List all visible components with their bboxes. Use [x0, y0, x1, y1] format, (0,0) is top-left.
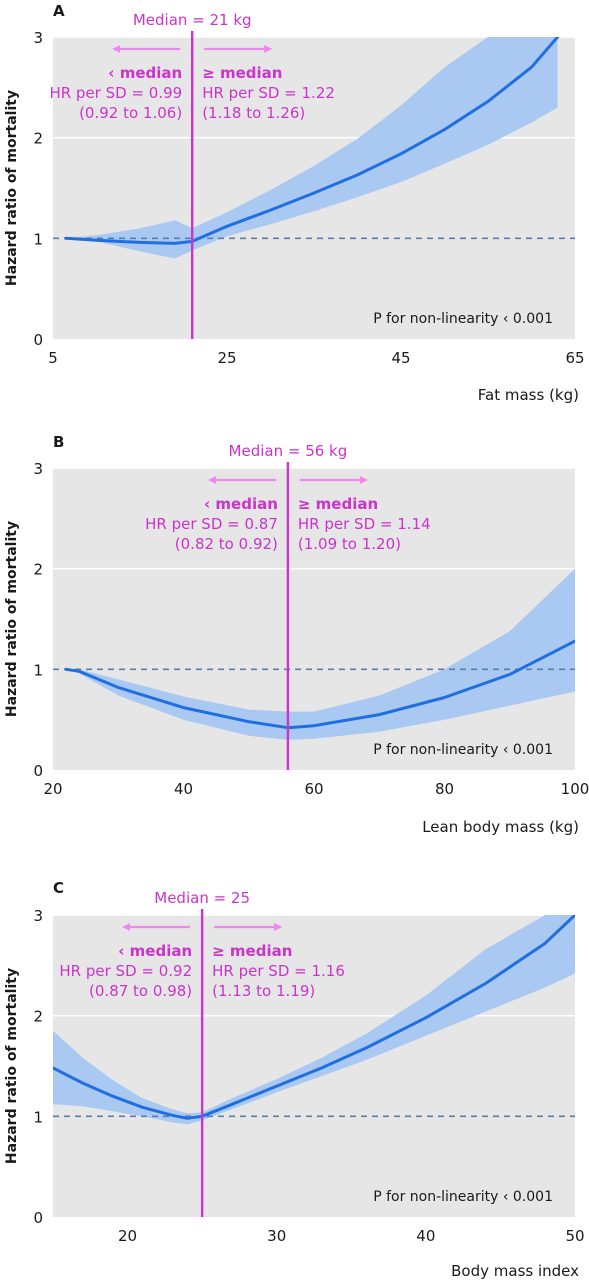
p-value-text: P for non-linearity ‹ 0.001: [373, 742, 553, 758]
y-tick-label: 0: [33, 1209, 43, 1227]
x-tick-label: 50: [565, 1227, 584, 1245]
y-tick-label: 1: [33, 661, 43, 679]
y-tick-label: 0: [33, 762, 43, 780]
left-hr: HR per SD = 0.92: [59, 962, 192, 980]
x-tick-label: 65: [565, 349, 584, 367]
y-axis-label: Hazard ratio of mortality: [4, 90, 20, 286]
y-tick-label: 1: [33, 1108, 43, 1126]
left-hr: HR per SD = 0.99: [49, 84, 182, 102]
x-tick-label: 5: [48, 349, 58, 367]
right-ci: (1.18 to 1.26): [202, 104, 305, 122]
panel-label: C: [53, 879, 64, 897]
x-tick-label: 100: [561, 780, 589, 798]
left-title: ‹ median: [108, 64, 182, 82]
left-ci: (0.82 to 0.92): [175, 535, 278, 553]
y-tick-label: 2: [33, 1008, 43, 1026]
right-title: ≥ median: [298, 495, 378, 513]
right-hr: HR per SD = 1.14: [298, 515, 431, 533]
median-label: Median = 21 kg: [133, 11, 252, 29]
y-axis-label: Hazard ratio of mortality: [4, 521, 20, 717]
y-tick-label: 0: [33, 331, 43, 349]
panel-c: Median = 25 ‹ median HR per SD = 0.92 (0.87…: [4, 879, 585, 1280]
y-tick-label: 2: [33, 130, 43, 148]
right-title: ≥ median: [212, 942, 292, 960]
x-tick-label: 60: [304, 780, 323, 798]
right-title: ≥ median: [202, 64, 282, 82]
right-ci: (1.13 to 1.19): [212, 982, 315, 1000]
panel-label: A: [53, 2, 65, 20]
median-label: Median = 25: [154, 889, 250, 907]
y-tick-label: 1: [33, 230, 43, 248]
right-hr: HR per SD = 1.22: [202, 84, 335, 102]
panel-b: Median = 56 kg ‹ median HR per SD = 0.87 (0…: [4, 433, 589, 836]
x-tick-label: 45: [391, 349, 410, 367]
left-title: ‹ median: [204, 495, 278, 513]
x-tick-label: 30: [267, 1227, 286, 1245]
x-axis-label: Body mass index: [451, 1262, 579, 1280]
x-tick-label: 80: [435, 780, 454, 798]
x-tick-label: 20: [118, 1227, 137, 1245]
y-tick-label: 3: [33, 460, 43, 478]
x-axis-label: Fat mass (kg): [478, 386, 579, 404]
p-value-text: P for non-linearity ‹ 0.001: [373, 1189, 553, 1205]
left-ci: (0.92 to 1.06): [79, 104, 182, 122]
panel-a: Median = 21 kg ‹ median HR per SD = 0.99 (0…: [4, 2, 585, 404]
left-title: ‹ median: [118, 942, 192, 960]
right-hr: HR per SD = 1.16: [212, 962, 345, 980]
plot-area: [53, 915, 575, 1125]
y-tick-label: 2: [33, 561, 43, 579]
y-tick-label: 3: [33, 907, 43, 925]
panel-label: B: [53, 433, 64, 451]
x-tick-label: 40: [174, 780, 193, 798]
hazard-curve: [64, 37, 560, 245]
left-hr: HR per SD = 0.87: [145, 515, 278, 533]
x-tick-label: 40: [416, 1227, 435, 1245]
confidence-band: [66, 37, 558, 259]
x-tick-label: 25: [217, 349, 236, 367]
y-axis-label: Hazard ratio of mortality: [4, 968, 20, 1164]
p-value-text: P for non-linearity ‹ 0.001: [373, 311, 553, 327]
x-axis-label: Lean body mass (kg): [422, 818, 579, 836]
x-tick-label: 20: [43, 780, 62, 798]
confidence-band: [53, 915, 575, 1125]
left-ci: (0.87 to 0.98): [89, 982, 192, 1000]
median-label: Median = 56 kg: [229, 442, 348, 460]
y-tick-label: 3: [33, 29, 43, 47]
right-ci: (1.09 to 1.20): [298, 535, 401, 553]
